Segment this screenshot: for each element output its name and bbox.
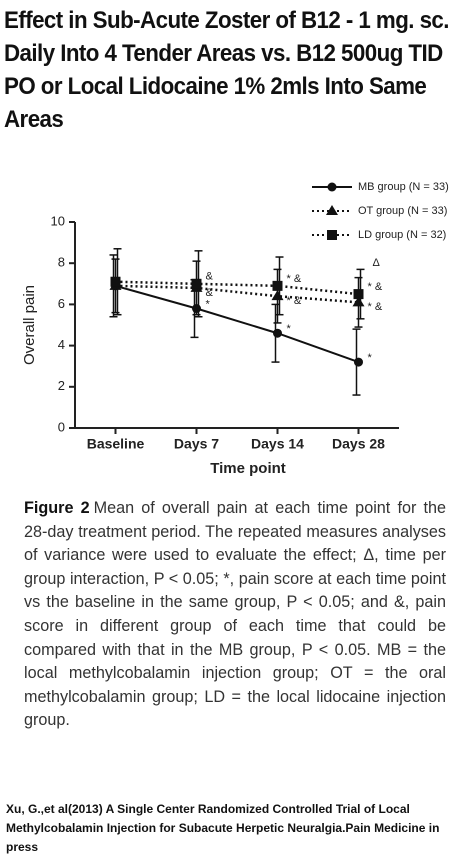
point-label: * & [287, 273, 302, 285]
legend-label: LD group (N = 32) [358, 229, 446, 241]
point [352, 296, 365, 307]
x-tick-label: Baseline [87, 436, 145, 452]
point [271, 290, 284, 301]
point-label: * & [287, 295, 302, 307]
y-tick-label: 8 [58, 255, 65, 270]
point-label: & [206, 271, 214, 283]
annotation: Δ [373, 257, 381, 269]
point [353, 289, 364, 300]
y-axis-label: Overall pain [21, 285, 38, 365]
point-label: * & [368, 281, 383, 293]
point [327, 182, 337, 192]
point-label: * [368, 352, 373, 364]
citation: Xu, G.,et al(2013) A Single Center Rando… [6, 802, 440, 854]
legend-label: OT group (N = 33) [358, 205, 447, 217]
legend-label: MB group (N = 33) [358, 181, 449, 193]
point [354, 357, 363, 367]
point-label: & [206, 287, 214, 299]
series-line [115, 284, 359, 304]
point [272, 280, 283, 291]
point [191, 278, 202, 289]
chart: Time point Overall pain 0 2 4 6 8 10 Baseline D… [21, 181, 449, 477]
y-tick-label: 6 [58, 296, 65, 311]
y-tick-label: 0 [58, 419, 65, 434]
point [110, 276, 121, 287]
x-tick-label: Days 7 [174, 436, 219, 452]
caption-label: Figure 2 [24, 499, 90, 517]
x-tick-label: Days 14 [251, 436, 304, 452]
caption-text: Mean of overall pain at each time point … [24, 499, 446, 730]
point-label: * & [368, 301, 383, 313]
title: Effect in Sub-Acute Zoster of B12 - 1 mg… [4, 7, 449, 133]
point [327, 230, 337, 240]
caption: Figure 2 Mean of overall pain at each tim… [24, 497, 446, 733]
point-label: * [206, 298, 211, 310]
point [326, 205, 338, 215]
x-axis-label: Time point [210, 460, 286, 477]
y-tick-label: 4 [58, 337, 65, 352]
y-tick-label: 10 [51, 213, 65, 228]
point [273, 328, 282, 338]
series-line [115, 280, 359, 296]
point-label: * [287, 323, 292, 335]
y-tick-label: 2 [58, 378, 65, 393]
x-tick-label: Days 28 [332, 436, 385, 452]
series-line [115, 284, 359, 364]
